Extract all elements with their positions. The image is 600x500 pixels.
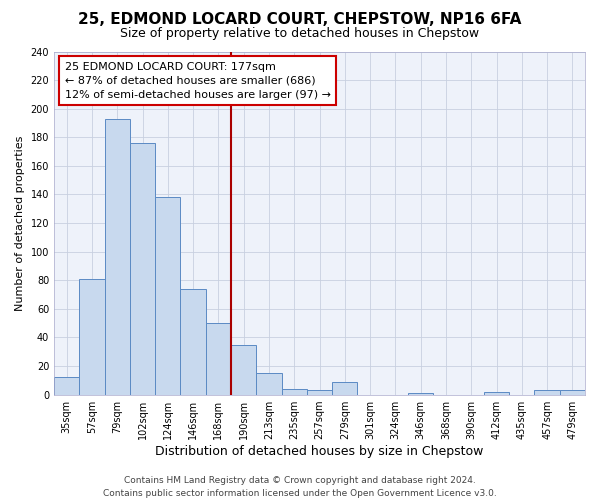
Y-axis label: Number of detached properties: Number of detached properties (15, 136, 25, 310)
Bar (307, 390, 332, 394)
Bar (130, 143, 155, 395)
Bar (104, 118, 130, 394)
Bar (408, 393, 433, 394)
X-axis label: Distribution of detached houses by size in Chepstow: Distribution of detached houses by size … (155, 444, 484, 458)
Bar (54, 378, 79, 394)
Bar (484, 392, 509, 394)
Bar (79, 279, 104, 394)
Text: Contains HM Land Registry data © Crown copyright and database right 2024.
Contai: Contains HM Land Registry data © Crown c… (103, 476, 497, 498)
Bar (155, 198, 181, 394)
Bar (535, 390, 560, 394)
Text: 25 EDMOND LOCARD COURT: 177sqm
← 87% of detached houses are smaller (686)
12% of: 25 EDMOND LOCARD COURT: 177sqm ← 87% of … (65, 62, 331, 100)
Bar (181, 289, 206, 395)
Bar (256, 373, 281, 394)
Bar (332, 382, 358, 394)
Text: Size of property relative to detached houses in Chepstow: Size of property relative to detached ho… (121, 28, 479, 40)
Text: 25, EDMOND LOCARD COURT, CHEPSTOW, NP16 6FA: 25, EDMOND LOCARD COURT, CHEPSTOW, NP16 … (79, 12, 521, 28)
Bar (281, 389, 307, 394)
Bar (206, 323, 231, 394)
Bar (231, 344, 256, 395)
Bar (560, 390, 585, 394)
